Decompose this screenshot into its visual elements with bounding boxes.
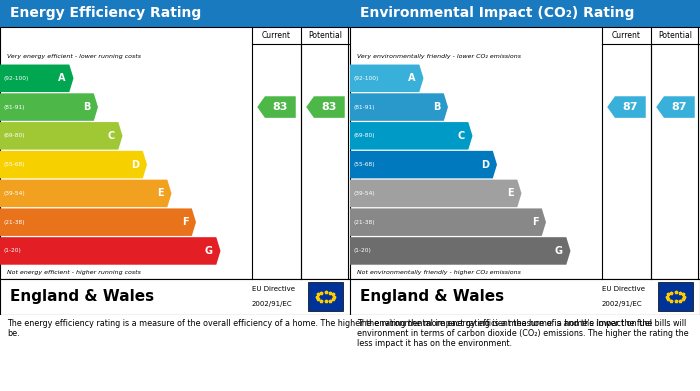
Text: B: B bbox=[83, 102, 90, 112]
Text: Potential: Potential bbox=[659, 31, 692, 40]
Text: (69-80): (69-80) bbox=[4, 133, 25, 138]
Text: F: F bbox=[532, 217, 538, 227]
Polygon shape bbox=[0, 151, 147, 178]
Text: 83: 83 bbox=[321, 102, 337, 112]
Polygon shape bbox=[350, 208, 546, 236]
Text: (21-38): (21-38) bbox=[354, 220, 375, 225]
Text: The energy efficiency rating is a measure of the overall efficiency of a home. T: The energy efficiency rating is a measur… bbox=[7, 319, 686, 338]
Text: G: G bbox=[205, 246, 213, 256]
Polygon shape bbox=[0, 208, 196, 236]
Text: Current: Current bbox=[262, 31, 291, 40]
Text: B: B bbox=[433, 102, 440, 112]
Text: (92-100): (92-100) bbox=[354, 76, 379, 81]
Text: C: C bbox=[108, 131, 115, 141]
Text: (21-38): (21-38) bbox=[4, 220, 25, 225]
Polygon shape bbox=[657, 96, 694, 118]
Text: 2002/91/EC: 2002/91/EC bbox=[602, 301, 643, 307]
Bar bbox=[308, 282, 343, 311]
Text: The environmental impact rating is a measure of a home's impact on the environme: The environmental impact rating is a mea… bbox=[357, 319, 689, 348]
Polygon shape bbox=[0, 93, 98, 121]
Text: Very energy efficient - lower running costs: Very energy efficient - lower running co… bbox=[7, 54, 141, 59]
Polygon shape bbox=[350, 93, 448, 121]
Bar bbox=[0, 278, 350, 315]
Text: A: A bbox=[408, 73, 416, 83]
Polygon shape bbox=[306, 96, 344, 118]
Text: Current: Current bbox=[612, 31, 641, 40]
Text: E: E bbox=[508, 188, 514, 198]
Text: Energy Efficiency Rating: Energy Efficiency Rating bbox=[10, 6, 202, 20]
Text: G: G bbox=[555, 246, 563, 256]
Text: 83: 83 bbox=[272, 102, 288, 112]
Text: (1-20): (1-20) bbox=[354, 248, 372, 253]
Polygon shape bbox=[0, 237, 220, 265]
Text: Environmental Impact (CO₂) Rating: Environmental Impact (CO₂) Rating bbox=[360, 6, 635, 20]
Text: (81-91): (81-91) bbox=[4, 104, 25, 109]
Text: EU Directive: EU Directive bbox=[602, 287, 645, 292]
FancyBboxPatch shape bbox=[350, 0, 700, 27]
Bar bbox=[658, 282, 693, 311]
Text: (1-20): (1-20) bbox=[4, 248, 22, 253]
Text: Very environmentally friendly - lower CO₂ emissions: Very environmentally friendly - lower CO… bbox=[357, 54, 521, 59]
Text: EU Directive: EU Directive bbox=[252, 287, 295, 292]
Text: 87: 87 bbox=[622, 102, 638, 112]
Polygon shape bbox=[0, 179, 172, 207]
Text: (92-100): (92-100) bbox=[4, 76, 29, 81]
Text: Potential: Potential bbox=[309, 31, 342, 40]
Text: (81-91): (81-91) bbox=[354, 104, 375, 109]
Text: 2002/91/EC: 2002/91/EC bbox=[252, 301, 293, 307]
Text: C: C bbox=[458, 131, 465, 141]
Text: E: E bbox=[158, 188, 164, 198]
Text: (55-68): (55-68) bbox=[354, 162, 375, 167]
Text: (39-54): (39-54) bbox=[354, 191, 375, 196]
Polygon shape bbox=[0, 65, 74, 92]
Text: England & Wales: England & Wales bbox=[360, 289, 505, 304]
Bar bbox=[350, 27, 700, 278]
FancyBboxPatch shape bbox=[0, 0, 350, 27]
Polygon shape bbox=[608, 96, 645, 118]
Text: Not energy efficient - higher running costs: Not energy efficient - higher running co… bbox=[7, 271, 141, 275]
Text: (69-80): (69-80) bbox=[354, 133, 375, 138]
Text: A: A bbox=[58, 73, 66, 83]
Text: D: D bbox=[482, 160, 489, 170]
Text: F: F bbox=[182, 217, 188, 227]
Text: England & Wales: England & Wales bbox=[10, 289, 155, 304]
Polygon shape bbox=[0, 122, 122, 150]
Text: D: D bbox=[132, 160, 139, 170]
Polygon shape bbox=[350, 65, 424, 92]
Polygon shape bbox=[258, 96, 296, 118]
Polygon shape bbox=[350, 122, 472, 150]
Text: 87: 87 bbox=[671, 102, 687, 112]
Text: (55-68): (55-68) bbox=[4, 162, 25, 167]
Text: (39-54): (39-54) bbox=[4, 191, 25, 196]
Polygon shape bbox=[350, 151, 497, 178]
Polygon shape bbox=[350, 237, 570, 265]
Bar bbox=[0, 27, 350, 278]
Text: Not environmentally friendly - higher CO₂ emissions: Not environmentally friendly - higher CO… bbox=[357, 271, 521, 275]
Bar bbox=[350, 278, 700, 315]
Polygon shape bbox=[350, 179, 522, 207]
